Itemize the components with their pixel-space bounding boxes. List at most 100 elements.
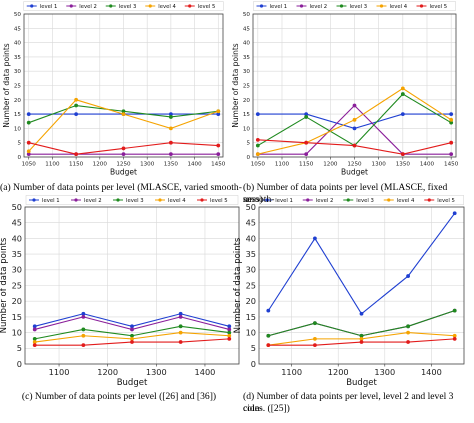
chart-4: 0 5 10 15 20 25 30 35 40 45 50 1100 1200 1300 1400 Budg…: [233, 195, 465, 388]
data-point-level-5: [449, 140, 454, 145]
data-point-level-1: [26, 112, 31, 116]
caption-d: (d) Number of data points per level, lev…: [243, 391, 454, 414]
data-point-level-1: [81, 311, 86, 316]
y-tick-label: 0: [17, 155, 21, 161]
data-point-level-5: [266, 343, 271, 348]
data-point-level-4: [452, 333, 457, 338]
x-tick-label: 1200: [323, 162, 338, 168]
x-tick-label: 1250: [116, 162, 131, 168]
data-point-level-5: [74, 152, 79, 157]
y-tick-label: 25: [243, 83, 251, 89]
data-point-level-5: [26, 140, 31, 145]
legend-label: level 2: [316, 198, 334, 204]
data-point-level-5: [130, 340, 134, 344]
y-tick-label: 30: [12, 265, 22, 275]
legend-swatch-marker: [188, 4, 192, 8]
x-tick-label: 1350: [164, 162, 179, 168]
data-point-level-2: [304, 152, 309, 157]
legend-swatch-marker: [306, 198, 310, 202]
legend-swatch-marker: [116, 198, 120, 202]
data-point-level-5: [168, 140, 173, 145]
legend-swatch-marker: [339, 4, 344, 8]
data-point-level-5: [227, 336, 232, 341]
y-tick-label: 35: [243, 55, 251, 61]
data-point-level-2: [26, 152, 31, 157]
legend-label: level 3: [356, 198, 374, 204]
y-tick-label: 5: [17, 141, 21, 147]
data-point-level-3: [81, 327, 86, 332]
x-tick-label: 1150: [69, 162, 84, 168]
y-tick-label: 10: [246, 327, 256, 337]
data-point-level-3: [255, 143, 260, 148]
y-tick-label: 45: [243, 26, 251, 32]
data-point-level-5: [121, 146, 126, 151]
y-tick-label: 30: [243, 69, 251, 75]
data-point-level-5: [216, 143, 221, 148]
data-point-level-4: [130, 336, 134, 341]
legend-swatch-marker: [30, 4, 34, 8]
data-point-level-3: [178, 324, 183, 329]
data-point-level-3: [74, 103, 79, 108]
y-tick-label: 25: [246, 280, 256, 290]
data-point-level-4: [255, 152, 260, 157]
data-point-level-1: [216, 112, 221, 116]
plot-frame: [252, 13, 457, 158]
legend-label: level 1: [42, 198, 60, 204]
legend-swatch-marker: [109, 4, 113, 8]
data-point-level-1: [313, 236, 317, 241]
legend-label: level 5: [210, 198, 228, 204]
y-tick-label: 50: [12, 202, 22, 212]
y-tick-label: 40: [246, 233, 256, 243]
data-point-level-4: [400, 86, 405, 91]
y-tick-label: 50: [14, 12, 22, 18]
legend-label: level 2: [79, 4, 97, 10]
legend-swatch-marker: [419, 4, 424, 8]
x-tick-label: 1300: [372, 162, 387, 168]
legend-label: level 5: [437, 198, 455, 204]
legend-label: level 1: [270, 4, 288, 10]
legend-label: level 2: [84, 198, 102, 204]
x-axis-label: Budget: [341, 168, 368, 177]
data-point-level-4: [216, 109, 221, 114]
data-point-level-1: [449, 112, 454, 116]
x-tick-label: 1250: [347, 162, 362, 168]
data-point-level-5: [304, 140, 309, 145]
data-point-level-5: [352, 143, 357, 148]
y-tick-label: 50: [243, 12, 251, 18]
data-point-level-5: [400, 152, 405, 157]
data-point-level-2: [130, 327, 134, 332]
legend-label: level 2: [310, 4, 328, 10]
data-point-level-2: [168, 152, 173, 157]
data-point-level-2: [216, 152, 221, 157]
legend-label: level 4: [158, 4, 176, 10]
legend-box: [23, 1, 224, 11]
data-point-level-2: [81, 315, 86, 319]
x-tick-label: 1300: [140, 162, 155, 168]
x-tick-label: 1450: [444, 162, 459, 168]
data-point-level-5: [406, 340, 410, 344]
data-point-level-1: [168, 112, 173, 116]
data-point-level-4: [406, 330, 410, 335]
y-tick-label: 40: [243, 41, 251, 47]
data-point-level-1: [74, 112, 79, 116]
data-point-level-1: [130, 324, 134, 329]
y-tick-label: 20: [243, 98, 251, 104]
legend-swatch-marker: [148, 4, 152, 8]
y-tick-label: 30: [246, 265, 256, 275]
legend-swatch-marker: [259, 4, 264, 8]
y-tick-label: 50: [246, 202, 256, 212]
data-point-level-1: [178, 311, 183, 316]
legend-label: level 1: [40, 4, 58, 10]
data-point-level-4: [449, 117, 454, 122]
y-tick-label: 10: [14, 126, 22, 132]
y-tick-label: 45: [246, 218, 256, 228]
x-tick-label: 1350: [396, 162, 411, 168]
y-tick-label: 40: [14, 41, 22, 47]
y-tick-label: 15: [14, 112, 22, 118]
x-tick-label: 1400: [420, 162, 435, 168]
x-axis-label: Budget: [117, 378, 148, 388]
y-axis-label: Number of data points: [0, 237, 9, 333]
data-point-level-3: [227, 330, 232, 335]
